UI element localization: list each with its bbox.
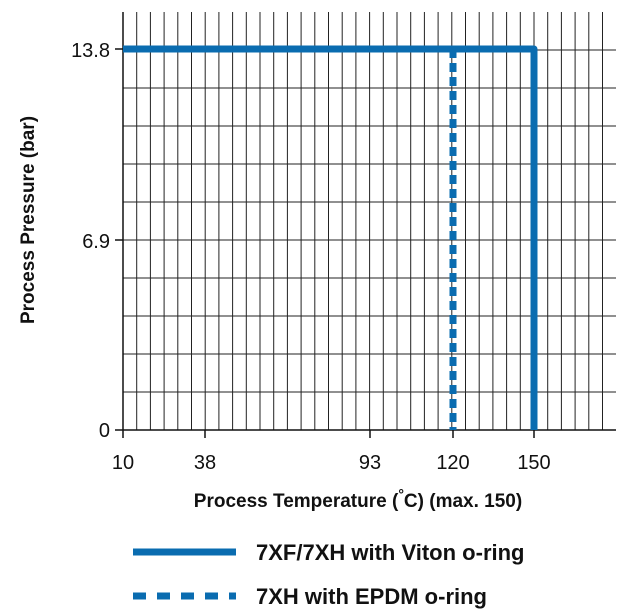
grid — [115, 12, 616, 438]
x-tick-label: 150 — [517, 452, 550, 474]
degree-symbol: ° — [398, 486, 404, 502]
x-tick-label: 120 — [436, 452, 469, 474]
y-tick-label: 13.8 — [71, 40, 110, 62]
x-tick-label: 10 — [112, 452, 134, 474]
x-axis-title-suffix: C) (max. 150) — [404, 491, 522, 512]
x-axis-title-prefix: Process Temperature ( — [194, 491, 399, 512]
series-line-viton — [123, 45, 538, 430]
x-tick-label: 38 — [194, 452, 216, 474]
y-axis-title: Process Pressure (bar) — [18, 116, 39, 324]
y-tick-label: 6.9 — [82, 231, 110, 253]
series-layer — [123, 45, 538, 430]
x-tick-label: 93 — [359, 452, 381, 474]
x-axis-title: Process Temperature (°C) (max. 150) — [194, 486, 522, 512]
legend: 7XF/7XH with Viton o-ring 7XH with EPDM … — [133, 540, 525, 609]
legend-label-viton: 7XF/7XH with Viton o-ring — [256, 540, 525, 565]
y-tick-label: 0 — [99, 420, 110, 442]
y-axis-ticks: 0 6.9 13.8 — [71, 40, 110, 442]
legend-label-epdm: 7XH with EPDM o-ring — [256, 584, 487, 609]
x-axis-ticks: 10 38 93 120 150 — [112, 452, 551, 474]
